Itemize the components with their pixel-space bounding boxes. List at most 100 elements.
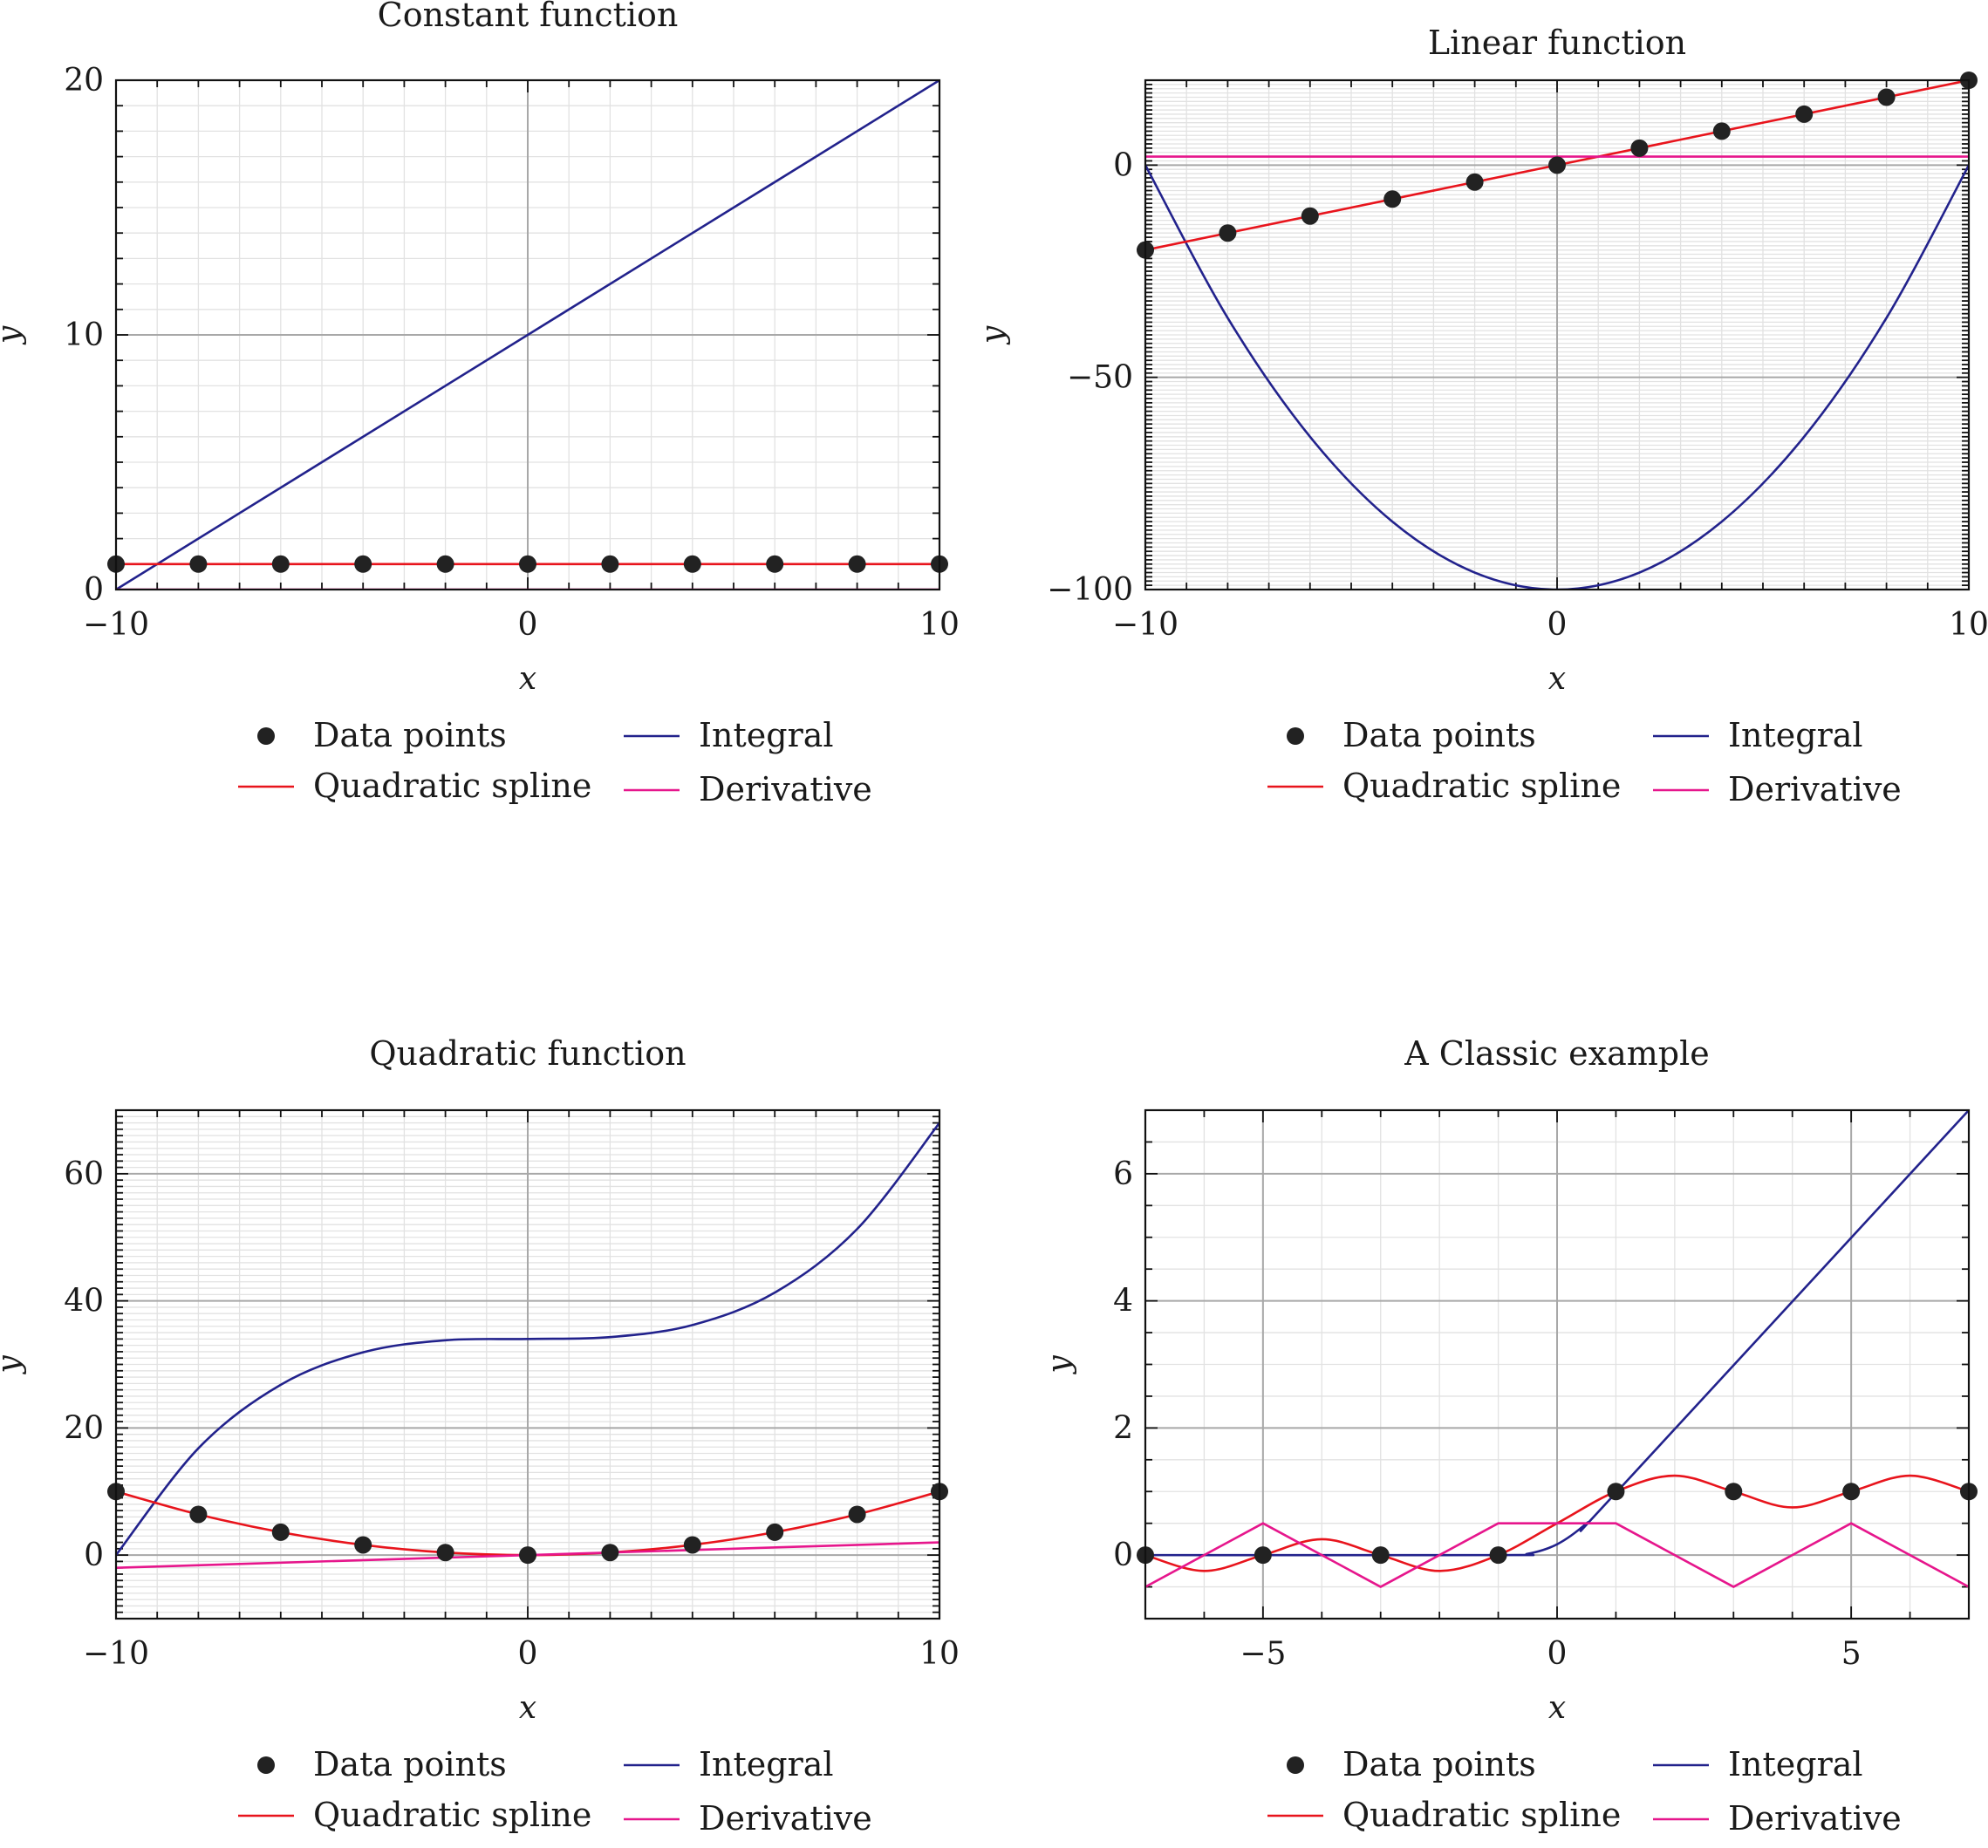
legend-label: Quadratic spline [313, 767, 591, 805]
series-group [1145, 1110, 1969, 1588]
legend-item-data-points: Data points [257, 716, 507, 754]
data-point [1383, 190, 1402, 208]
data-points [1137, 72, 1978, 259]
data-point [354, 1536, 372, 1554]
legend: Data points Integral Quadratic spline Deriv… [1267, 716, 1902, 808]
series-line-integral [116, 1122, 939, 1556]
y-tick-label: 0 [84, 572, 104, 608]
legend-item-data-points: Data points [257, 1745, 507, 1783]
legend-item-data-points: Data points [1287, 1745, 1536, 1783]
legend-item-derivative: Derivative [1653, 770, 1902, 808]
data-point [1219, 224, 1237, 242]
plot-frame [114, 1108, 941, 1620]
legend-label: Integral [1728, 716, 1863, 754]
legend: Data points Integral Quadratic spline Deriv… [1267, 1745, 1902, 1838]
data-point [271, 555, 290, 573]
data-point [848, 1505, 866, 1524]
legend-label: Data points [1342, 1745, 1536, 1783]
data-point [1712, 122, 1731, 140]
grid-lines [1144, 1109, 1970, 1620]
legend-marker [257, 727, 275, 745]
legend-label: Derivative [1728, 1799, 1902, 1838]
data-point [1465, 173, 1484, 191]
legend-label: Derivative [1728, 770, 1902, 808]
data-point [848, 555, 866, 573]
legend-label: Integral [699, 716, 834, 754]
y-axis-label: y [0, 325, 27, 345]
y-tick-label: 0 [1113, 1538, 1133, 1573]
data-point [1877, 88, 1896, 106]
data-point [519, 555, 536, 573]
y-axis-label: y [0, 1355, 27, 1375]
data-point [519, 1546, 536, 1565]
x-axis-label: x [1548, 1690, 1566, 1726]
y-tick-label: −50 [1067, 360, 1133, 396]
data-point [1725, 1483, 1743, 1501]
legend: Data points Integral Quadratic spline Deriv… [238, 1745, 872, 1838]
y-tick-label: 10 [64, 317, 104, 353]
legend-item-data-points: Data points [1287, 716, 1536, 754]
y-tick-label: 4 [1113, 1284, 1133, 1320]
data-point [189, 555, 208, 573]
data-point [766, 555, 784, 573]
y-axis-label: y [975, 325, 1011, 345]
data-point [1371, 1546, 1390, 1565]
chart-title: Quadratic function [369, 1034, 686, 1073]
x-axis-label: x [1548, 661, 1566, 697]
data-point [189, 1505, 208, 1524]
series-line-derivative [1145, 1522, 1969, 1588]
grid-lines [1144, 79, 1970, 590]
series-line-integral [116, 80, 939, 590]
data-point [601, 555, 619, 573]
data-point [354, 555, 372, 573]
data-point [436, 555, 454, 573]
chart-title: A Classic example [1404, 1034, 1710, 1073]
legend-label: Data points [313, 1745, 507, 1783]
legend-label: Integral [699, 1745, 834, 1783]
data-point [1254, 1546, 1272, 1565]
y-tick-label: 2 [1113, 1410, 1133, 1446]
legend-label: Quadratic spline [313, 1796, 591, 1834]
legend-item-derivative: Derivative [624, 770, 872, 808]
plot-frame [1144, 1108, 1971, 1620]
x-tick-label: −10 [83, 607, 149, 643]
plot-frame [1144, 78, 1971, 591]
x-tick-label: 10 [919, 1636, 960, 1672]
legend-item-quadratic-spline: Quadratic spline [238, 1796, 591, 1834]
y-tick-label: −100 [1047, 572, 1133, 608]
legend-label: Integral [1728, 1745, 1863, 1783]
data-point [1630, 139, 1649, 157]
y-tick-label: 0 [84, 1538, 104, 1573]
chart-panel-3: −10 0 10 0 20 40 60 Quadratic function x y Data po… [0, 1034, 960, 1838]
legend-item-derivative: Derivative [624, 1799, 872, 1838]
legend-marker [257, 1756, 275, 1774]
y-tick-label: 60 [64, 1156, 104, 1192]
chart-panel-4: −5 0 5 0 2 4 6 A Classic example x y Data points In… [1042, 1034, 1978, 1838]
data-point [271, 1523, 290, 1541]
legend-item-derivative: Derivative [1653, 1799, 1902, 1838]
legend-item-integral: Integral [1653, 716, 1863, 754]
legend-item-quadratic-spline: Quadratic spline [238, 767, 591, 805]
x-tick-label: 0 [518, 607, 538, 643]
legend-label: Derivative [699, 1799, 872, 1838]
chart-title: Linear function [1428, 24, 1686, 62]
x-tick-label: 0 [1547, 607, 1568, 643]
grid-lines [115, 1109, 940, 1620]
legend-item-integral: Integral [624, 716, 834, 754]
x-tick-label: −10 [83, 1636, 149, 1672]
data-point [436, 1544, 454, 1562]
legend-label: Quadratic spline [1342, 1796, 1621, 1834]
x-tick-label: 10 [1949, 607, 1988, 643]
x-tick-label: −10 [1112, 607, 1178, 643]
data-points [107, 555, 948, 573]
data-point [683, 555, 701, 573]
data-point [1301, 207, 1319, 225]
legend-item-quadratic-spline: Quadratic spline [1267, 1796, 1621, 1834]
x-tick-label: 0 [518, 1636, 538, 1672]
plot-frame [114, 78, 941, 591]
y-tick-label: 40 [64, 1284, 104, 1320]
y-tick-label: 20 [64, 1410, 104, 1446]
